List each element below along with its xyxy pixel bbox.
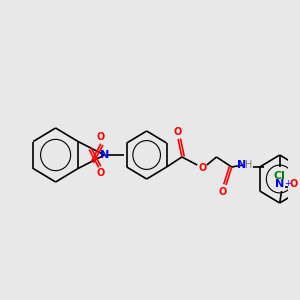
Text: O: O xyxy=(97,168,105,178)
Text: O: O xyxy=(218,187,226,197)
Text: N: N xyxy=(100,150,109,160)
Text: O: O xyxy=(173,127,181,137)
Text: O: O xyxy=(290,179,298,189)
Text: -: - xyxy=(299,179,300,189)
Text: O: O xyxy=(199,163,207,173)
Text: H: H xyxy=(245,160,253,170)
Text: N: N xyxy=(275,179,284,189)
Text: +: + xyxy=(284,179,291,188)
Text: O: O xyxy=(97,132,105,142)
Text: N: N xyxy=(237,160,246,170)
Text: Cl: Cl xyxy=(274,171,286,181)
